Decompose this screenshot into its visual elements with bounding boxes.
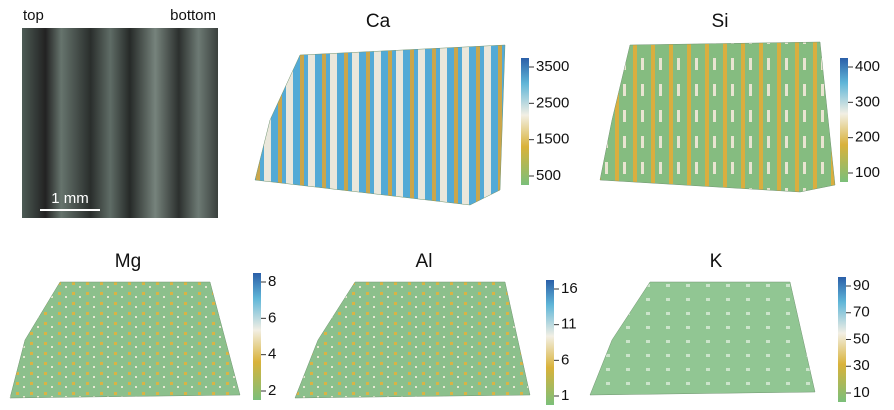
colorbar-tick-label: 90: [853, 277, 870, 294]
panel-title: Al: [416, 251, 433, 272]
surface-plot: [590, 282, 815, 395]
colorbar-tick-label: 400: [855, 58, 880, 75]
colorbar-tick-label: 30: [853, 357, 870, 374]
photo-right-label: bottom: [170, 7, 216, 24]
colorbar-tick-label: 200: [855, 129, 880, 146]
colorbar-tick-label: 6: [268, 309, 276, 326]
colorbar-tick-label: 2500: [536, 94, 569, 111]
colorbar-tick-label: 50: [853, 330, 870, 347]
surface-plot: [10, 282, 240, 398]
surface-plot: [255, 45, 505, 205]
panel-title: Ca: [366, 11, 391, 32]
colorbar: [840, 58, 848, 182]
colorbar-tick-label: 1500: [536, 131, 569, 148]
colorbar-tick-label: 4: [268, 346, 276, 363]
surface-plot: [600, 42, 835, 192]
photo-left-label: top: [23, 7, 44, 24]
colorbar-tick-label: 16: [561, 280, 578, 297]
colorbar-tick-label: 300: [855, 93, 880, 110]
scale-label: 1 mm: [51, 190, 89, 207]
colorbar-tick-label: 6: [561, 351, 569, 368]
colorbar: [838, 277, 846, 402]
panel-title: K: [710, 251, 723, 272]
colorbar-tick-label: 500: [536, 167, 561, 184]
colorbar-tick-label: 2: [268, 382, 276, 399]
colorbar-tick-label: 70: [853, 304, 870, 321]
colorbar: [253, 273, 261, 400]
colorbar-tick-label: 11: [561, 316, 577, 333]
colorbar-tick-label: 1: [561, 387, 569, 404]
colorbar: [521, 58, 529, 185]
colorbar-tick-label: 8: [268, 273, 276, 290]
colorbar-tick-label: 100: [855, 164, 880, 181]
surface-plot: [295, 282, 530, 398]
colorbar-tick-label: 10: [853, 384, 870, 401]
panel-title: Mg: [115, 251, 141, 272]
colorbar-tick-label: 3500: [536, 58, 569, 75]
figure: top bottom 1 mm Ca 3500 2500 1500 500 Si 400 30…: [0, 0, 894, 410]
colorbar: [546, 280, 554, 405]
photo-panel: top bottom 1 mm: [22, 7, 218, 218]
panel-title: Si: [712, 11, 729, 32]
